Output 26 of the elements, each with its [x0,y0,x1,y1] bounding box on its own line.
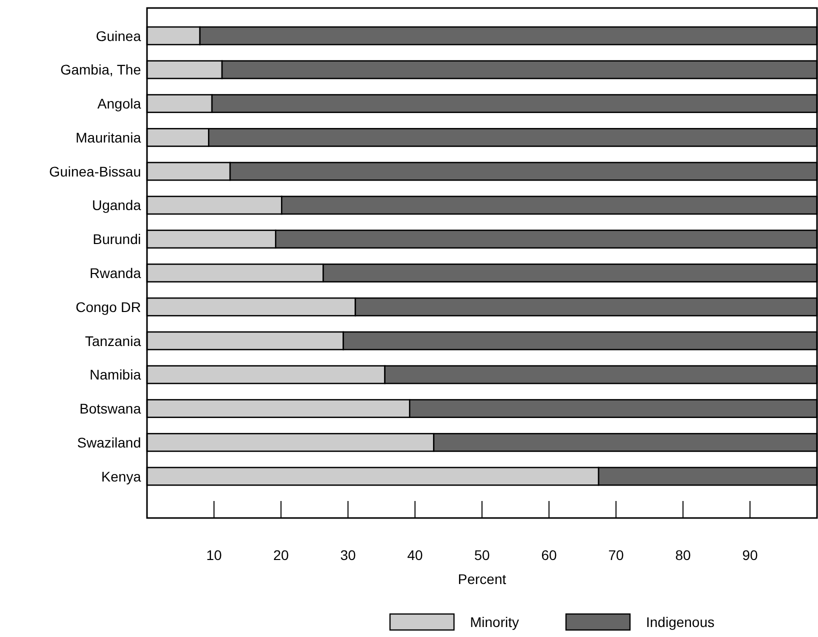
legend-label: Indigenous [646,614,715,630]
y-tick-label: Gambia, The [60,62,142,78]
x-tick-label: 90 [742,547,758,563]
y-tick-label: Guinea-Bissau [49,163,141,180]
y-tick-label: Guinea [96,28,142,44]
x-axis-title: Percent [458,571,506,587]
y-tick-label: Congo DR [76,298,141,315]
x-tick-label: 20 [273,547,289,563]
y-tick-label: Angola [97,96,142,112]
legend-label: Minority [470,614,520,630]
y-tick-label: Namibia [90,366,142,383]
y-tick-label: Botswana [80,400,142,417]
x-tick-label: 80 [675,547,691,563]
y-tick-label: Swaziland [77,434,141,450]
x-tick-label: 40 [407,547,423,563]
x-tick-label: 10 [206,547,222,563]
y-tick-label: Burundi [92,231,141,248]
y-tick-label: Kenya [101,468,142,484]
x-tick-label: 30 [340,547,356,563]
y-tick-label: Rwanda [90,264,142,281]
y-tick-label: Tanzania [84,332,142,349]
x-tick-label: 70 [608,547,624,563]
y-tick-label: Uganda [92,197,142,214]
x-tick-label: 60 [541,547,557,563]
x-tick-label: 50 [474,547,490,563]
y-tick-label: Mauritania [76,129,142,146]
